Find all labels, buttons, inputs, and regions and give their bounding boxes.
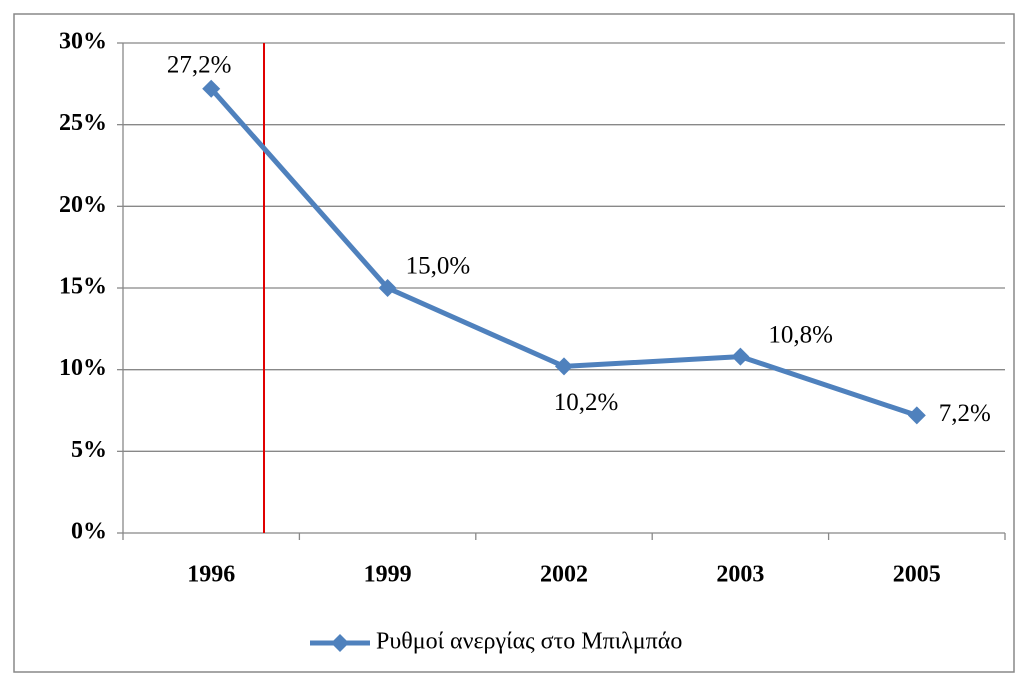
y-tick-label: 30% (59, 29, 107, 55)
x-tick-label: 2003 (716, 562, 764, 588)
legend-label: Ρυθμοί ανεργίας στο Μπιλμπάο (376, 629, 682, 655)
data-point (202, 79, 221, 98)
x-tick-label: 2005 (893, 562, 941, 588)
data-label: 10,8% (768, 321, 833, 348)
y-tick-label: 20% (59, 192, 107, 218)
x-tick-label: 1999 (364, 562, 412, 588)
data-label: 27,2% (167, 51, 232, 78)
y-tick-label: 0% (71, 519, 107, 545)
y-tick-label: 15% (59, 274, 107, 300)
legend-marker (331, 634, 349, 652)
data-point (555, 357, 573, 376)
data-point (731, 347, 750, 366)
data-label: 7,2% (939, 400, 991, 427)
data-label: 10,2% (554, 389, 619, 416)
x-tick-label: 2002 (540, 562, 588, 588)
y-tick-label: 10% (59, 355, 107, 381)
y-tick-label: 5% (71, 437, 107, 463)
data-point (907, 406, 926, 425)
y-tick-label: 25% (59, 110, 107, 136)
x-tick-label: 1996 (187, 562, 235, 588)
data-label: 15,0% (406, 253, 471, 280)
data-point (378, 279, 397, 297)
